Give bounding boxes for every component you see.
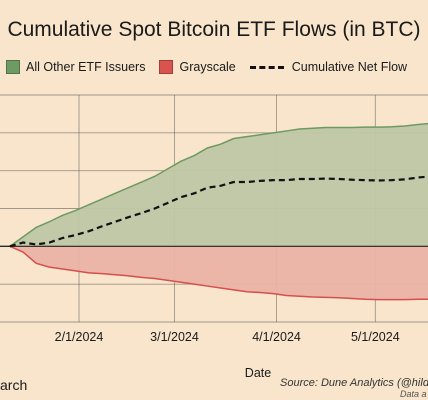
line-cumulative-net-flow: [9, 175, 428, 248]
legend-item-grayscale: Grayscale: [159, 60, 236, 74]
x-axis-label: Date: [244, 366, 272, 380]
chart-areas: [0, 122, 428, 301]
credit-text: arch: [0, 377, 28, 393]
x-tick-label: 2/1/2024: [55, 330, 104, 344]
area-grayscale: [9, 246, 428, 300]
source-note: Data a: [400, 389, 427, 399]
x-tick-labels: 2/1/2024 3/1/2024 4/1/2024 5/1/2024: [55, 330, 400, 344]
legend-label-net: Cumulative Net Flow: [291, 60, 408, 74]
legend-label-other: All Other ETF Issuers: [26, 60, 146, 74]
x-tick-label: 3/1/2024: [150, 330, 199, 344]
source-text: Source: Dune Analytics (@hild: [280, 377, 428, 389]
chart-title: Cumulative Spot Bitcoin ETF Flows (in BT…: [7, 18, 421, 41]
legend-swatch-grayscale: [159, 60, 174, 74]
area-all-other-issuers: [9, 123, 428, 247]
legend-swatch-other: [6, 60, 20, 74]
x-tick-label: 5/1/2024: [351, 330, 400, 344]
legend-dash-net: [249, 65, 284, 69]
x-tick-label: 4/1/2024: [252, 330, 301, 344]
legend-label-grayscale: Grayscale: [179, 60, 236, 74]
legend: All Other ETF Issuers Grayscale Cumulati…: [6, 60, 428, 74]
legend-item-other: All Other ETF Issuers: [6, 60, 145, 74]
legend-item-net: Cumulative Net Flow: [249, 60, 408, 74]
line-all-other-issuers: [9, 122, 428, 247]
line-grayscale: [9, 245, 428, 301]
